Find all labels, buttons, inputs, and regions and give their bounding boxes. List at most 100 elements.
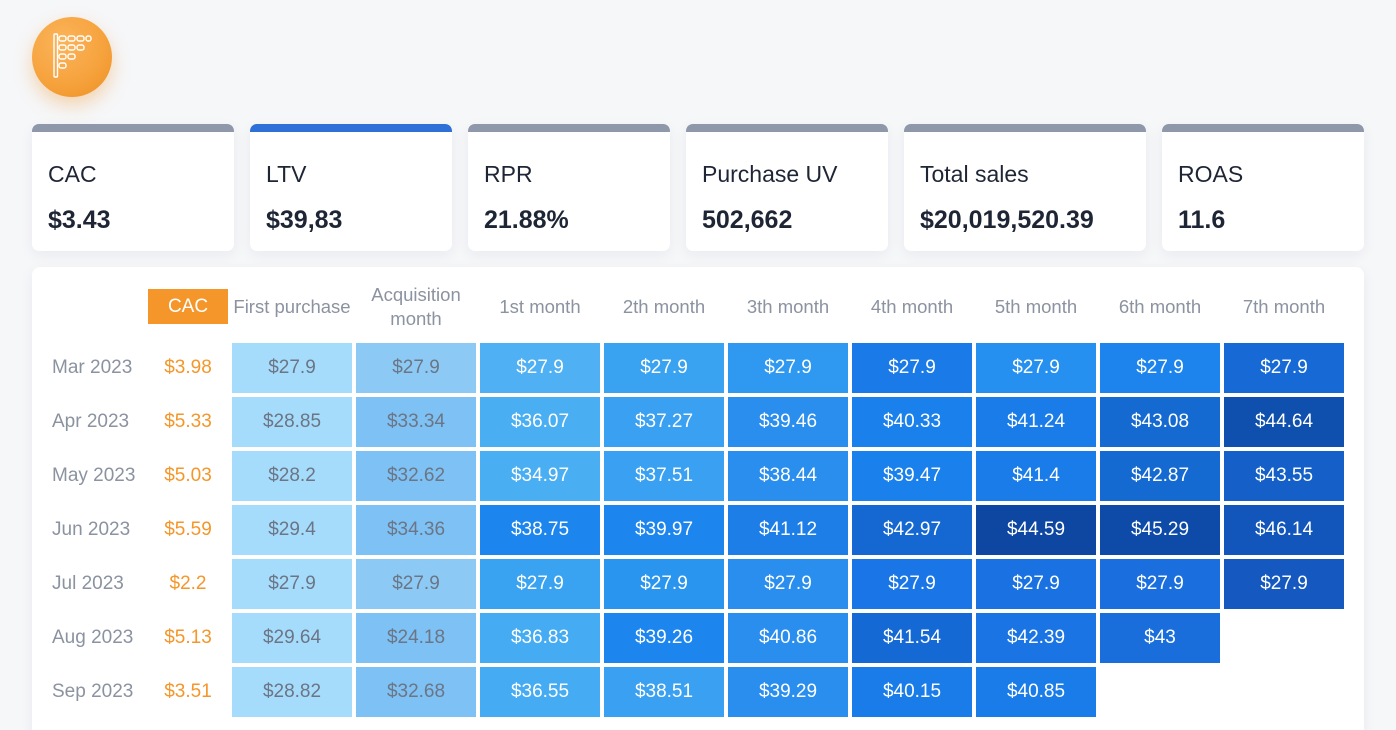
cohort-cell[interactable]: $38.75 bbox=[480, 505, 600, 555]
kpi-card-ltv[interactable]: LTV $39,83 bbox=[250, 124, 452, 251]
grid-logo-icon bbox=[53, 33, 92, 78]
cohort-cell[interactable]: $39.29 bbox=[728, 667, 848, 717]
column-header[interactable]: 1st month bbox=[499, 296, 581, 317]
cohort-cell[interactable]: $33.34 bbox=[356, 397, 476, 447]
kpi-card-purchase-uv[interactable]: Purchase UV 502,662 bbox=[686, 124, 888, 251]
column-header[interactable]: 6th month bbox=[1118, 296, 1202, 317]
cohort-cell[interactable]: $32.68 bbox=[356, 667, 476, 717]
app-logo[interactable] bbox=[32, 17, 112, 97]
cohort-cell[interactable]: $28.82 bbox=[232, 667, 352, 717]
cohort-cell[interactable]: $40.15 bbox=[852, 667, 972, 717]
row-cac-value: $3.51 bbox=[164, 681, 212, 702]
row-month-label: Jul 2023 bbox=[52, 573, 124, 594]
cohort-cell[interactable]: $40.33 bbox=[852, 397, 972, 447]
cohort-cell[interactable]: $39.46 bbox=[728, 397, 848, 447]
column-header[interactable]: 7th month bbox=[1242, 296, 1326, 317]
cohort-cell[interactable]: $29.64 bbox=[232, 613, 352, 663]
cohort-cell[interactable]: $36.55 bbox=[480, 667, 600, 717]
kpi-card-rpr[interactable]: RPR 21.88% bbox=[468, 124, 670, 251]
cohort-cell[interactable]: $27.9 bbox=[356, 343, 476, 393]
cohort-cell[interactable]: $39.97 bbox=[604, 505, 724, 555]
cohort-cell[interactable]: $40.86 bbox=[728, 613, 848, 663]
cohort-cell[interactable]: $37.27 bbox=[604, 397, 724, 447]
cohort-cell[interactable]: $34.36 bbox=[356, 505, 476, 555]
kpi-card-total-sales[interactable]: Total sales $20,019,520.39 bbox=[904, 124, 1146, 251]
cohort-cell[interactable]: $27.9 bbox=[976, 343, 1096, 393]
cohort-cell[interactable]: $41.24 bbox=[976, 397, 1096, 447]
cohort-cell[interactable]: $42.97 bbox=[852, 505, 972, 555]
cohort-cell[interactable]: $27.9 bbox=[728, 343, 848, 393]
kpi-label: Total sales bbox=[920, 161, 1029, 187]
kpi-value: 11.6 bbox=[1178, 206, 1226, 234]
cohort-cell[interactable]: $40.85 bbox=[976, 667, 1096, 717]
cohort-cell[interactable]: $36.83 bbox=[480, 613, 600, 663]
cohort-cell[interactable]: $27.9 bbox=[976, 559, 1096, 609]
cohort-cell[interactable]: $27.9 bbox=[232, 559, 352, 609]
cohort-cell[interactable]: $44.64 bbox=[1224, 397, 1344, 447]
row-cac-value: $5.33 bbox=[164, 411, 212, 432]
kpi-card-roas[interactable]: ROAS 11.6 bbox=[1162, 124, 1364, 251]
cohort-cell[interactable]: $27.9 bbox=[356, 559, 476, 609]
cohort-table-panel: CAC First purchase Acquisition month 1st m… bbox=[32, 267, 1364, 730]
cohort-cell[interactable]: $39.47 bbox=[852, 451, 972, 501]
kpi-label: Purchase UV bbox=[702, 161, 838, 187]
cohort-cell[interactable]: $28.85 bbox=[232, 397, 352, 447]
cohort-cell[interactable]: $27.9 bbox=[604, 343, 724, 393]
cohort-cell[interactable]: $41.54 bbox=[852, 613, 972, 663]
row-month-label: Sep 2023 bbox=[52, 681, 134, 702]
cohort-cell[interactable]: $28.2 bbox=[232, 451, 352, 501]
cohort-cell[interactable]: $27.9 bbox=[604, 559, 724, 609]
row-cac-value: $5.03 bbox=[164, 465, 212, 486]
cohort-cell[interactable]: $34.97 bbox=[480, 451, 600, 501]
kpi-value: 502,662 bbox=[702, 206, 793, 234]
cohort-cell[interactable]: $42.87 bbox=[1100, 451, 1220, 501]
cohort-cell[interactable]: $41.4 bbox=[976, 451, 1096, 501]
cohort-cell[interactable]: $45.29 bbox=[1100, 505, 1220, 555]
cohort-cell[interactable]: $37.51 bbox=[604, 451, 724, 501]
cohort-cell[interactable]: $27.9 bbox=[852, 559, 972, 609]
cohort-cell[interactable]: $43.55 bbox=[1224, 451, 1344, 501]
cac-column-header[interactable]: CAC bbox=[148, 289, 228, 324]
column-header[interactable]: 3th month bbox=[746, 296, 830, 317]
column-header[interactable]: 4th month bbox=[870, 296, 954, 317]
column-header[interactable]: 2th month bbox=[622, 296, 706, 317]
kpi-label: RPR bbox=[484, 161, 533, 187]
cohort-cell[interactable]: $43.08 bbox=[1100, 397, 1220, 447]
cohort-cell[interactable]: $42.39 bbox=[976, 613, 1096, 663]
row-cac-value: $5.13 bbox=[164, 627, 212, 648]
column-header[interactable]: Acquisition month bbox=[371, 284, 461, 329]
cohort-table: CAC First purchase Acquisition month 1st m… bbox=[32, 267, 1364, 730]
cohort-cell[interactable]: $27.9 bbox=[1100, 559, 1220, 609]
kpi-label: LTV bbox=[266, 161, 307, 187]
cohort-cell[interactable]: $41.12 bbox=[728, 505, 848, 555]
cohort-cell[interactable]: $24.18 bbox=[356, 613, 476, 663]
cohort-cell[interactable]: $27.9 bbox=[1224, 343, 1344, 393]
cohort-cell[interactable]: $38.51 bbox=[604, 667, 724, 717]
cohort-cell[interactable]: $27.9 bbox=[480, 559, 600, 609]
kpi-label: CAC bbox=[48, 161, 97, 187]
cohort-cell[interactable]: $27.9 bbox=[480, 343, 600, 393]
cohort-cell[interactable]: $27.9 bbox=[232, 343, 352, 393]
cohort-cell[interactable]: $32.62 bbox=[356, 451, 476, 501]
cohort-cell[interactable]: $27.9 bbox=[1100, 343, 1220, 393]
kpi-card-cac[interactable]: CAC $3.43 bbox=[32, 124, 234, 251]
row-cac-value: $2.2 bbox=[169, 573, 207, 594]
kpi-value: $3.43 bbox=[48, 206, 111, 234]
cohort-cell[interactable]: $43 bbox=[1100, 613, 1220, 663]
cohort-cell[interactable]: $39.26 bbox=[604, 613, 724, 663]
cohort-cell[interactable]: $27.9 bbox=[728, 559, 848, 609]
row-month-label: Apr 2023 bbox=[52, 411, 130, 432]
column-header[interactable]: First purchase bbox=[233, 296, 351, 317]
row-month-label: May 2023 bbox=[52, 465, 136, 486]
cohort-cell[interactable]: $38.44 bbox=[728, 451, 848, 501]
column-header[interactable]: 5th month bbox=[994, 296, 1078, 317]
kpi-value: $20,019,520.39 bbox=[920, 206, 1094, 234]
cohort-cell[interactable]: $27.9 bbox=[1224, 559, 1344, 609]
cohort-cell[interactable]: $46.14 bbox=[1224, 505, 1344, 555]
cohort-cell[interactable]: $36.07 bbox=[480, 397, 600, 447]
cohort-cell[interactable]: $27.9 bbox=[852, 343, 972, 393]
cohort-cell[interactable]: $29.4 bbox=[232, 505, 352, 555]
row-month-label: Jun 2023 bbox=[52, 519, 131, 540]
cohort-cell[interactable]: $44.59 bbox=[976, 505, 1096, 555]
